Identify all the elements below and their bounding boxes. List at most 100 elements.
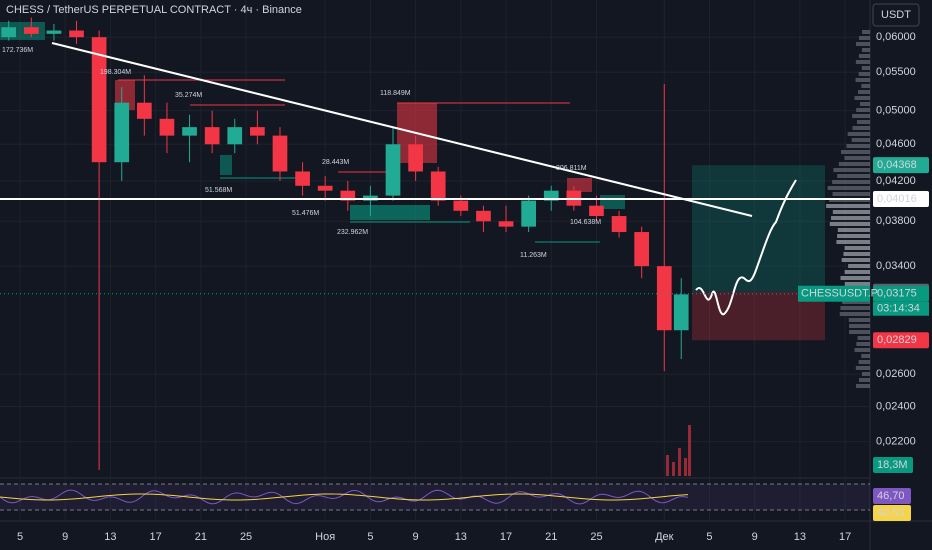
volume-profile-bar (841, 258, 870, 262)
x-tick-label: 5 (706, 531, 712, 543)
volume-bar (684, 458, 687, 476)
candle-body (385, 144, 401, 196)
y-tick-label: 0,02200 (876, 435, 916, 447)
zone (350, 205, 430, 220)
x-tick-label: 17 (500, 531, 512, 543)
volume-profile-bar (855, 42, 870, 46)
annotation: 11.263M (520, 252, 547, 259)
x-tick-label: 21 (545, 531, 557, 543)
volume-profile-bar (857, 336, 870, 340)
x-tick-label: 17 (150, 531, 162, 543)
annotation: 118.849M (380, 90, 411, 97)
x-tick-label: 25 (240, 531, 252, 543)
volume-profile-bar (832, 192, 870, 196)
volume-profile-bar (861, 48, 870, 52)
candle-body (204, 127, 220, 145)
volume-bar (666, 455, 669, 476)
candle-body (227, 127, 243, 145)
chart-title: CHESS / TetherUS PERPETUAL CONTRACT · 4ч… (6, 4, 302, 16)
candle-body (23, 27, 39, 34)
volume-profile-bar (847, 132, 870, 136)
volume-profile-bar (861, 372, 870, 376)
zone (115, 80, 135, 110)
volume-profile-bar (840, 306, 870, 310)
volume-bar (678, 448, 681, 476)
volume-profile-bar (839, 312, 870, 316)
x-tick-label: 21 (195, 531, 207, 543)
volume-profile-bar (849, 324, 870, 328)
volume-profile-bar (861, 30, 870, 34)
candle-body (521, 200, 536, 227)
x-tick-label: 5 (17, 531, 23, 543)
y-tick-label: 0,04200 (876, 175, 916, 187)
trend-line (51, 42, 753, 217)
volume-profile-bar (855, 60, 870, 64)
volume-label: 18,3M (877, 459, 908, 471)
candle-body (272, 135, 288, 172)
x-tick-label: Ноя (315, 531, 335, 543)
volume-profile-bar (849, 330, 870, 334)
volume-profile-bar (861, 66, 870, 70)
candle-body (543, 190, 559, 201)
volume-profile-bar (844, 282, 870, 286)
volume-profile-bar (836, 240, 870, 244)
volume-profile-bar (861, 354, 870, 358)
candle-body (340, 190, 356, 201)
volume-profile-bar (855, 366, 870, 370)
volume-profile-bar (837, 228, 870, 232)
candle-body (114, 102, 130, 163)
x-tick-label: 9 (62, 531, 68, 543)
currency[interactable]: USDT (881, 9, 911, 21)
volume-profile-bar (827, 186, 870, 190)
volume-profile-bar (842, 300, 870, 304)
candle-body (159, 118, 175, 136)
symbol-box (798, 285, 870, 302)
price-label-box (873, 157, 929, 174)
price-label: 0,03175 (877, 288, 917, 300)
candle-body (498, 221, 514, 227)
volume-profile-bar (857, 90, 870, 94)
volume-profile-bar (838, 162, 870, 166)
candle-body (611, 216, 627, 233)
rsi-label: 46,70 (877, 490, 905, 502)
price-label: 0,04368 (877, 159, 917, 171)
candle-body (91, 37, 107, 163)
volume-profile-bar (832, 210, 870, 214)
countdown-box (873, 301, 929, 316)
rsi-label-box (873, 505, 911, 521)
volume-profile-bar (856, 120, 870, 124)
x-tick-label: 9 (413, 531, 419, 543)
candle-body (408, 144, 423, 172)
volume-profile-bar (855, 78, 870, 82)
volume-profile-bar (837, 234, 870, 238)
price-label-box (873, 332, 929, 349)
x-tick-label: Дек (655, 531, 674, 543)
annotation: 104.638M (570, 219, 601, 226)
candle-body (182, 127, 197, 136)
volume-profile-bar (859, 102, 870, 106)
volume-label-box (873, 457, 913, 473)
zone (220, 155, 232, 175)
candle-body (136, 102, 152, 119)
annotation: 232.962M (337, 229, 368, 236)
currency-button[interactable] (872, 3, 920, 27)
volume-profile-bar (829, 222, 870, 226)
volume-profile-bar (855, 384, 870, 388)
volume-profile-bar (854, 96, 870, 100)
candle-body (250, 127, 265, 136)
x-tick-label: 9 (752, 531, 758, 543)
annotation: 35.274M (175, 92, 202, 99)
price-label-box (873, 285, 929, 302)
volume-profile-bar (848, 318, 870, 322)
volume-profile-bar (858, 36, 870, 40)
candle-body (453, 200, 469, 211)
volume-profile-bar (826, 204, 870, 208)
annotation: 51.568M (205, 187, 232, 194)
zone (567, 178, 592, 192)
annotation: 198.304M (100, 69, 131, 76)
annotation: 51.476M (292, 210, 319, 217)
rsi-label-box (873, 488, 911, 504)
x-tick-label: 13 (104, 531, 116, 543)
volume-profile-bar (856, 108, 870, 112)
price-label-box (873, 191, 929, 208)
